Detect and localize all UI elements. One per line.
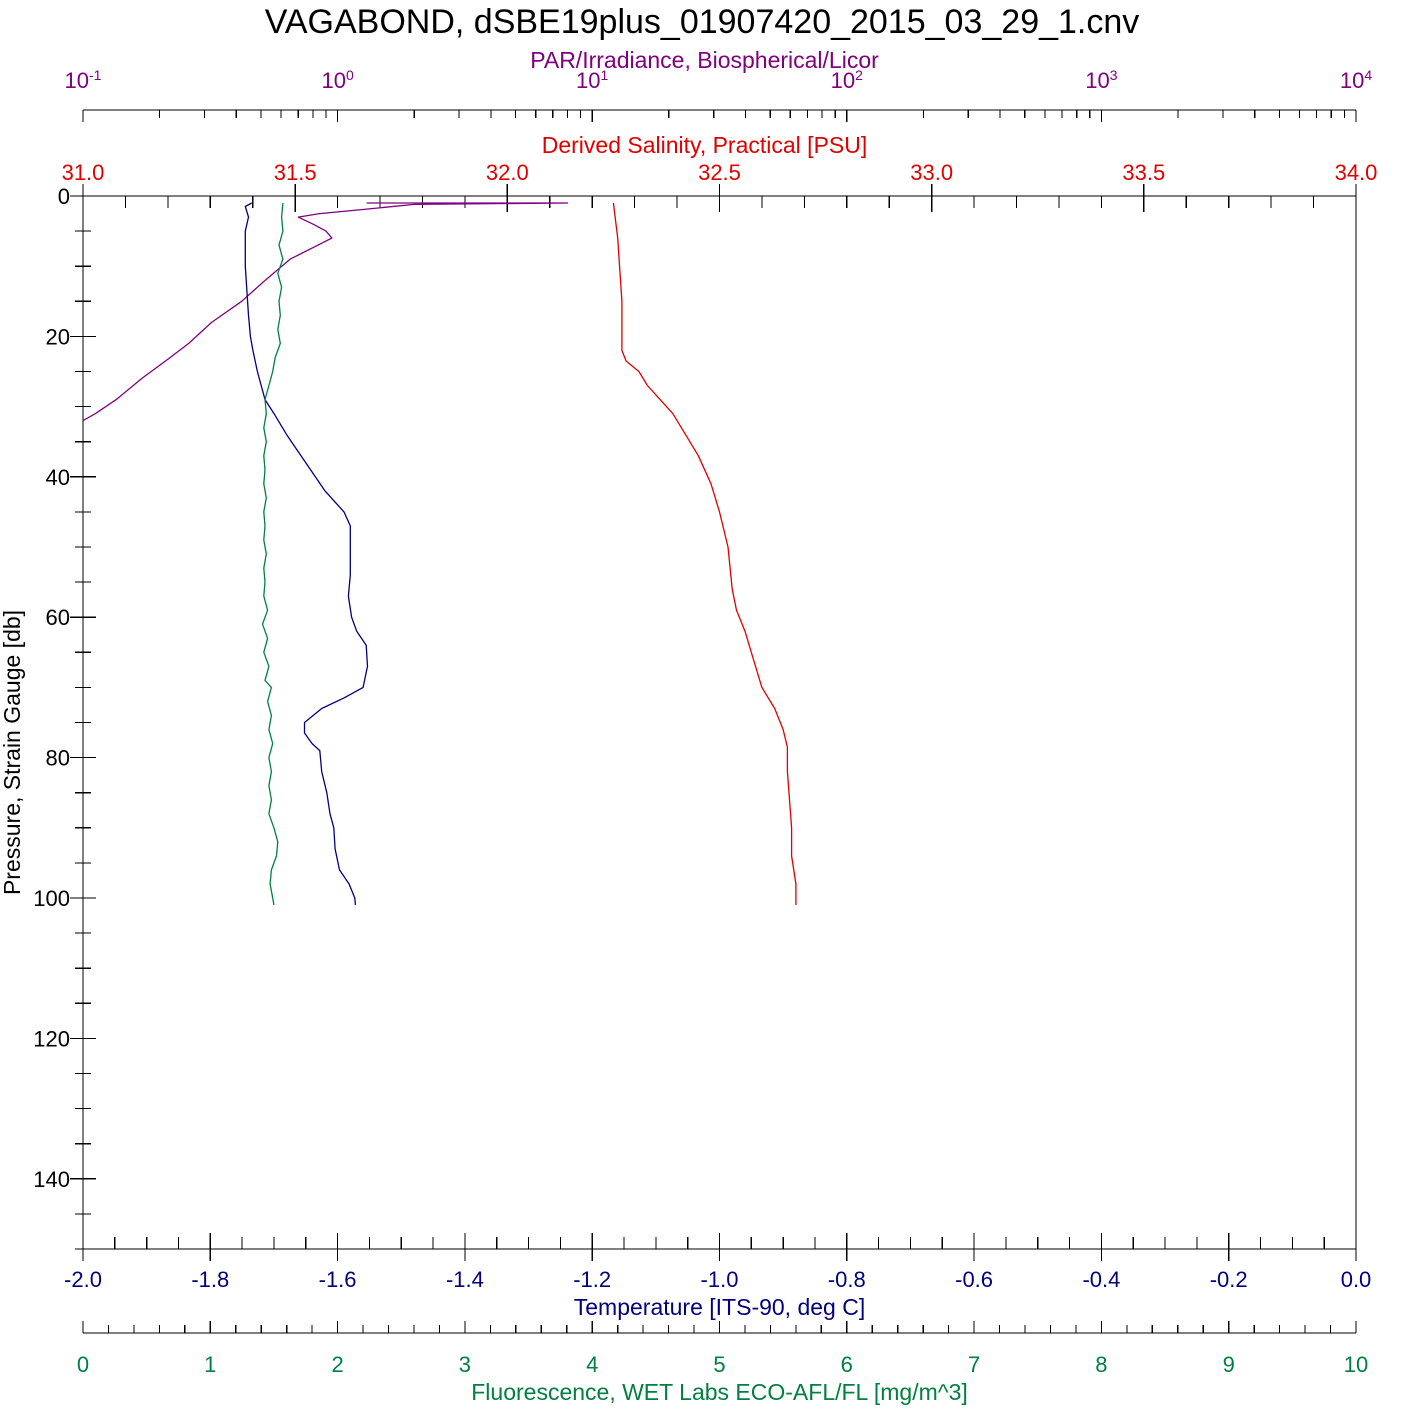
par-tick-base: 10: [576, 68, 600, 93]
chart-title: VAGABOND, dSBE19plus_01907420_2015_03_29…: [265, 3, 1140, 41]
y-tick-label: 120: [33, 1026, 70, 1051]
par-tick-base: 10: [321, 68, 345, 93]
y-tick-label: 100: [33, 886, 70, 911]
y-tick-label: 20: [46, 324, 70, 349]
fluorescence-tick-label: 1: [204, 1352, 216, 1377]
par-tick-label: 10-1: [65, 67, 102, 93]
par-tick-label: 100: [321, 67, 353, 93]
par-tick-label: 103: [1085, 67, 1117, 93]
par-tick-exponent: 1: [601, 67, 609, 83]
salinity-tick-label: 32.0: [486, 160, 529, 185]
temperature-profile-line: [244, 202, 369, 906]
par-profile-line: [83, 202, 569, 422]
temperature-tick-label: -1.2: [573, 1267, 611, 1292]
salinity-tick-label: 31.5: [274, 160, 317, 185]
fluorescence-profile-line: [261, 202, 284, 906]
fluorescence-tick-label: 3: [459, 1352, 471, 1377]
par-tick-base: 10: [65, 68, 89, 93]
fluorescence-tick-label: 4: [586, 1352, 598, 1377]
y-tick-label: 140: [33, 1167, 70, 1192]
par-tick-base: 10: [831, 68, 855, 93]
fluorescence-tick-label: 7: [968, 1352, 980, 1377]
salinity-tick-label: 33.5: [1122, 160, 1165, 185]
fluorescence-axis-label: Fluorescence, WET Labs ECO-AFL/FL [mg/m^…: [471, 1379, 968, 1405]
salinity-tick-label: 32.5: [698, 160, 741, 185]
temperature-tick-label: -1.0: [701, 1267, 739, 1292]
salinity-tick-label: 33.0: [910, 160, 953, 185]
fluorescence-tick-label: 10: [1344, 1352, 1368, 1377]
par-tick-label: 102: [831, 67, 863, 93]
par-tick-exponent: 4: [1364, 67, 1372, 83]
salinity-tick-label: 31.0: [62, 160, 105, 185]
series-layer: [83, 202, 797, 906]
y-tick-label: 40: [46, 465, 70, 490]
fluorescence-tick-label: 9: [1223, 1352, 1235, 1377]
temperature-tick-label: -1.6: [319, 1267, 357, 1292]
salinity-axis-label: Derived Salinity, Practical [PSU]: [542, 132, 868, 158]
y-tick-label: 80: [46, 746, 70, 771]
temperature-tick-label: -0.2: [1210, 1267, 1248, 1292]
temperature-tick-label: -0.8: [828, 1267, 866, 1292]
y-tick-label: 0: [58, 184, 70, 209]
temperature-tick-label: -0.6: [955, 1267, 993, 1292]
par-tick-exponent: 2: [855, 67, 863, 83]
temperature-tick-label: -2.0: [64, 1267, 102, 1292]
fluorescence-tick-label: 0: [77, 1352, 89, 1377]
y-tick-label: 60: [46, 605, 70, 630]
fluorescence-tick-label: 8: [1095, 1352, 1107, 1377]
par-tick-label: 101: [576, 67, 608, 93]
par-tick-base: 10: [1340, 68, 1364, 93]
temperature-tick-label: -1.8: [191, 1267, 229, 1292]
par-tick-exponent: -1: [89, 67, 102, 83]
par-tick-exponent: 3: [1110, 67, 1118, 83]
temperature-tick-label: -0.4: [1082, 1267, 1120, 1292]
salinity-tick-label: 34.0: [1335, 160, 1378, 185]
par-axis-label: PAR/Irradiance, Biospherical/Licor: [530, 47, 879, 73]
y-axis-label: Pressure, Strain Gauge [db]: [0, 610, 25, 895]
temperature-tick-label: -1.4: [446, 1267, 484, 1292]
par-tick-label: 104: [1340, 67, 1372, 93]
par-tick-base: 10: [1085, 68, 1109, 93]
par-tick-exponent: 0: [346, 67, 354, 83]
fluorescence-tick-label: 5: [713, 1352, 725, 1377]
fluorescence-tick-label: 6: [841, 1352, 853, 1377]
salinity-profile-line: [612, 202, 797, 905]
fluorescence-tick-label: 2: [331, 1352, 343, 1377]
temperature-tick-label: 0.0: [1341, 1267, 1372, 1292]
temperature-axis-label: Temperature [ITS-90, deg C]: [574, 1294, 865, 1320]
